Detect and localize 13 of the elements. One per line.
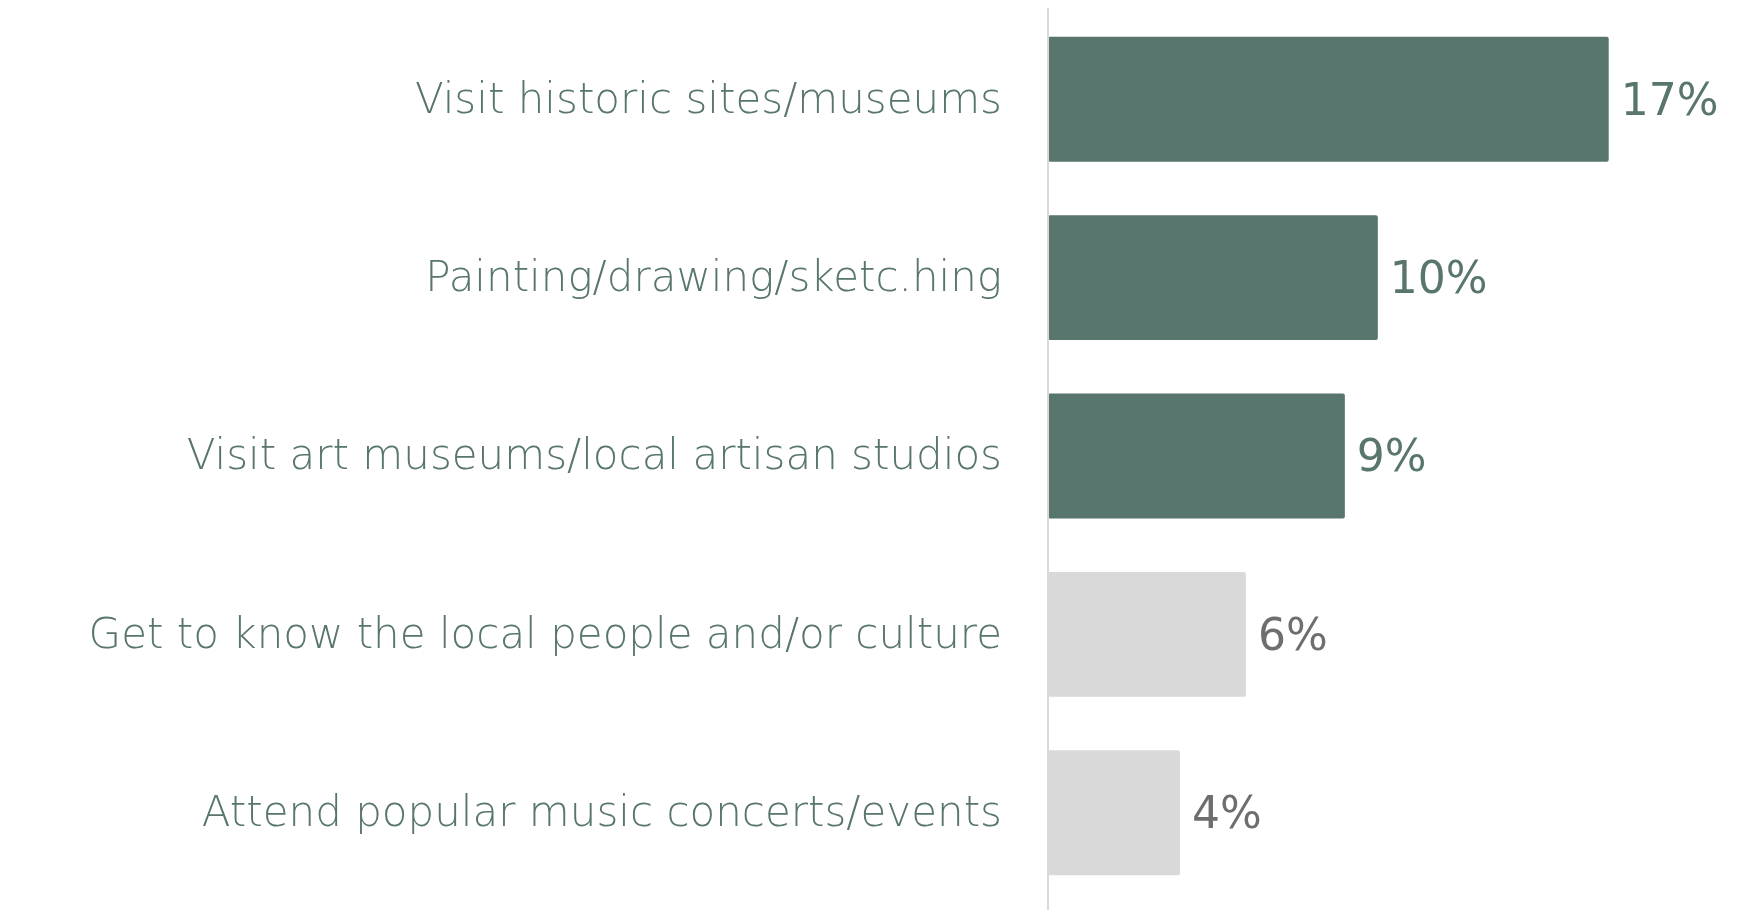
- data-label: 4%: [1191, 787, 1262, 839]
- data-label: 9%: [1356, 430, 1427, 482]
- bar: [1048, 393, 1345, 519]
- data-label: 17%: [1620, 73, 1719, 125]
- data-label: 10%: [1389, 252, 1488, 303]
- y-tick-label: Visit historic sites/museums: [414, 73, 1002, 123]
- y-tick-label: Attend popular music concerts/events: [201, 787, 1002, 837]
- y-tick-label: Get to know the local people and/or culture: [88, 608, 1002, 658]
- y-tick-label: Painting/drawing/sketc.hing: [425, 252, 1002, 302]
- data-label: 6%: [1257, 608, 1328, 660]
- bar: [1048, 215, 1378, 341]
- bar: [1048, 36, 1609, 162]
- y-tick-label: Visit art museums/local artisan studios: [186, 430, 1002, 480]
